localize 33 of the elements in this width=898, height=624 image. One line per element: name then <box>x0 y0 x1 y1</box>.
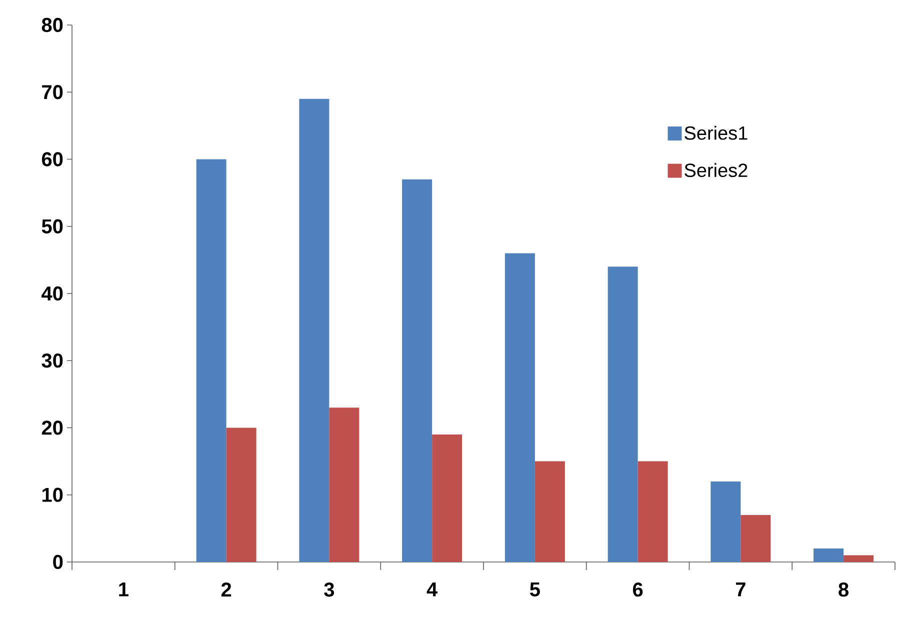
bar <box>814 548 844 562</box>
legend-label: Series1 <box>684 126 748 140</box>
y-tick-label: 10 <box>42 488 63 502</box>
bar <box>432 434 462 562</box>
bar <box>196 159 226 562</box>
y-tick-label: 50 <box>42 219 63 234</box>
bar <box>710 481 741 562</box>
y-tick-label: 40 <box>42 286 63 301</box>
y-tick-label: 80 <box>42 18 63 32</box>
y-tick-label: 0 <box>53 554 63 570</box>
bar <box>844 555 874 562</box>
bar <box>329 408 360 562</box>
bar <box>299 98 330 562</box>
bar <box>534 461 565 562</box>
bar <box>638 461 668 562</box>
y-tick-label: 70 <box>42 85 63 100</box>
x-tick-label: 5 <box>530 582 540 596</box>
y-tick-label: 60 <box>42 152 63 166</box>
x-tick-label: 3 <box>324 582 334 597</box>
x-tick-label: 2 <box>221 582 232 596</box>
x-tick-label: 6 <box>632 582 643 597</box>
x-tick-label: 4 <box>426 582 438 596</box>
bar <box>608 266 638 562</box>
y-tick-label: 30 <box>42 354 63 368</box>
bar <box>226 428 256 562</box>
bar <box>402 179 432 562</box>
x-tick-label: 8 <box>838 582 849 597</box>
legend-label: Series2 <box>684 163 748 178</box>
bar <box>740 515 771 562</box>
x-tick-label: 7 <box>736 582 746 596</box>
bar <box>504 253 535 562</box>
x-tick-label: 1 <box>119 582 128 596</box>
y-tick-label: 20 <box>42 420 63 435</box>
